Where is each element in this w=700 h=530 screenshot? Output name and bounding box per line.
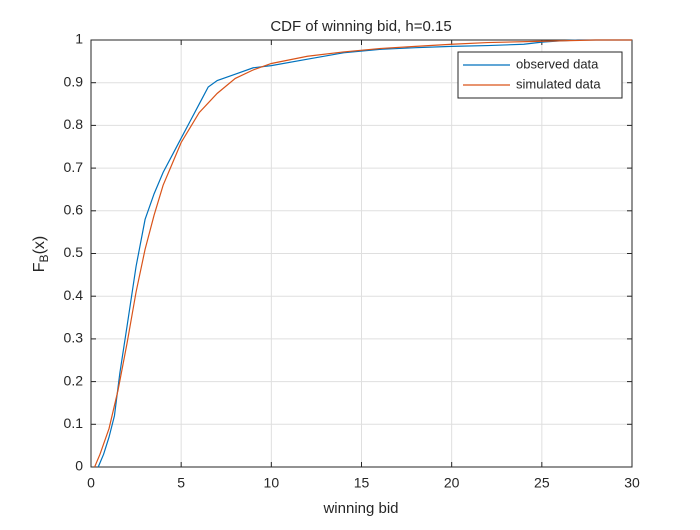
- data-line: [94, 39, 632, 468]
- x-tick-label: 5: [177, 475, 185, 491]
- y-tick-label: 0.6: [64, 202, 84, 218]
- plot-frame: [90, 39, 633, 468]
- x-tick-label: 25: [534, 475, 550, 491]
- y-tick-label: 0.8: [64, 116, 84, 132]
- y-tick-label: 0.5: [64, 244, 84, 260]
- y-tick-label: 0.2: [64, 372, 84, 388]
- y-tick-label: 1: [75, 31, 83, 47]
- x-tick-label: 15: [354, 475, 370, 491]
- y-tick-label: 0.7: [64, 159, 84, 175]
- x-tick-label: 10: [264, 475, 280, 491]
- x-tick-label: 0: [87, 475, 95, 491]
- legend-box: [457, 51, 623, 99]
- y-label-main: F: [31, 262, 48, 272]
- legend-label: observed data: [516, 56, 599, 71]
- y-tick-label: 0.1: [64, 415, 84, 431]
- y-tick-label: 0.4: [64, 287, 84, 303]
- legend-label: simulated data: [516, 76, 601, 91]
- y-tick-label: 0.9: [64, 73, 84, 89]
- x-axis-label: winning bid: [322, 500, 398, 517]
- chart-title: CDF of winning bid, h=0.15: [270, 18, 451, 35]
- x-tick-label: 20: [444, 475, 460, 491]
- y-tick-label: 0: [75, 458, 83, 474]
- y-axis-label: FB(x): [31, 236, 51, 272]
- y-label-rest: (x): [31, 236, 48, 255]
- data-line: [97, 39, 632, 468]
- x-tick-label: 30: [624, 475, 640, 491]
- y-label-sub: B: [37, 254, 51, 262]
- y-tick-label: 0.3: [64, 330, 84, 346]
